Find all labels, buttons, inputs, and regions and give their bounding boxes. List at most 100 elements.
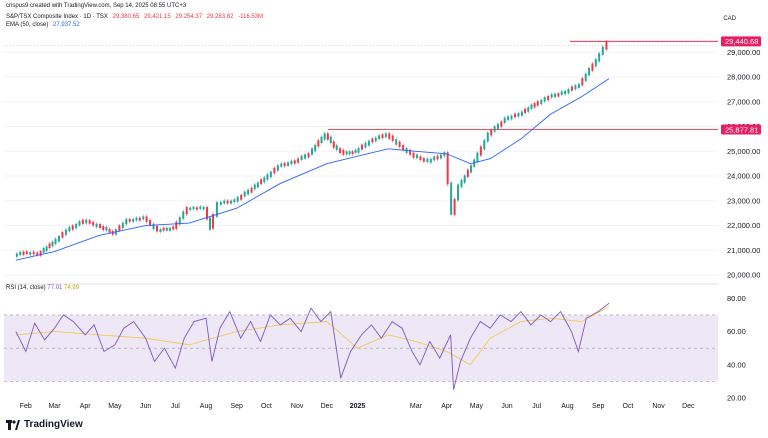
rsi-series xyxy=(15,302,610,390)
candle-body xyxy=(78,221,81,226)
candle-body xyxy=(524,108,527,114)
candle-body xyxy=(240,194,243,200)
candle-body xyxy=(374,137,377,142)
candle-body xyxy=(598,53,601,62)
candle-body xyxy=(48,243,51,248)
candle-body xyxy=(269,171,272,178)
candle-body xyxy=(361,144,363,150)
candle-body xyxy=(493,126,496,132)
price-axis[interactable]: 20,000.00 21,000.00 22,000.00 23,000.00 24,0… xyxy=(727,48,760,280)
candle-body xyxy=(490,130,493,136)
time-tick-label: Oct xyxy=(622,403,633,410)
candle-body xyxy=(19,251,22,256)
candle-body xyxy=(253,184,256,190)
candle-body xyxy=(320,136,323,144)
candle-body xyxy=(189,207,192,210)
candle-body xyxy=(287,162,290,166)
candle-body xyxy=(384,133,387,138)
candle-body xyxy=(391,135,394,142)
candle-body xyxy=(233,199,236,203)
candle-body xyxy=(550,94,553,98)
candle-body xyxy=(503,117,506,124)
candle-body xyxy=(577,83,580,89)
tradingview-logo[interactable]: TradingView xyxy=(6,419,83,430)
candle-body xyxy=(470,165,473,173)
candle-body xyxy=(266,174,269,180)
attribution-text: crispus9 created with TradingView.com, S… xyxy=(6,3,187,9)
candle-body xyxy=(185,207,188,215)
currency-label: CAD xyxy=(723,16,736,22)
candle-body xyxy=(208,217,211,230)
time-tick-label: Nov xyxy=(652,403,665,410)
price-tags: 29,440.68 25,877.81 xyxy=(721,36,761,135)
candle-body xyxy=(54,238,57,245)
candle-body xyxy=(85,219,88,224)
price-change: -116.53M xyxy=(238,14,264,20)
candle-body xyxy=(75,223,78,229)
candle-body xyxy=(128,218,131,222)
rsi-tick-label: 60.00 xyxy=(727,327,746,336)
candle-body xyxy=(125,218,128,225)
time-tick-label: Jun xyxy=(140,403,151,410)
time-tick-label: Dec xyxy=(321,403,334,410)
candle-body xyxy=(168,227,171,231)
candle-body xyxy=(409,149,412,155)
price-tag-box xyxy=(721,36,761,47)
candle-body xyxy=(300,155,303,160)
ema-label: EMA (50, close) xyxy=(6,22,49,28)
candle-body xyxy=(211,213,214,229)
price-series xyxy=(15,39,608,259)
time-tick-label: Oct xyxy=(261,403,272,410)
candle-body xyxy=(457,184,460,201)
time-tick-label: Dec xyxy=(682,403,695,410)
price-tick-label: 27,000.00 xyxy=(727,97,760,106)
ohlc-open: 29,380.65 xyxy=(112,14,140,20)
candle-body xyxy=(395,139,398,145)
candle-body xyxy=(483,140,486,150)
candle-body xyxy=(570,86,573,91)
candle-body xyxy=(446,152,449,185)
rsi-label: RSI (14, close) xyxy=(6,285,46,291)
candle-body xyxy=(594,59,597,67)
time-axis[interactable]: Feb Mar Apr May Jun Jul Aug Sep Oct Nov Dec 2025 Mar… xyxy=(20,403,695,410)
candle-body xyxy=(588,67,591,76)
candle-body xyxy=(486,132,489,142)
time-tick-label: Jul xyxy=(171,403,180,410)
candle-body xyxy=(290,160,293,165)
candle-body xyxy=(304,154,307,159)
candle-body xyxy=(105,226,108,231)
candle-body xyxy=(605,41,608,50)
candle-body xyxy=(135,217,138,221)
time-tick-label: Sep xyxy=(592,403,605,410)
candle-body xyxy=(250,187,253,193)
candle-body xyxy=(507,116,510,121)
candle-body xyxy=(581,78,584,86)
price-tick-label: 24,000.00 xyxy=(727,172,760,181)
candle-body xyxy=(29,252,32,255)
rsi-axis[interactable]: 20.00 40.00 60.00 80.00 xyxy=(727,294,746,403)
price-tick-label: 23,000.00 xyxy=(727,196,760,205)
price-tag-label: 29,440.68 xyxy=(725,37,758,46)
price-legend: S&P/TSX Composite Index · 1D · TSX 29,38… xyxy=(6,14,266,20)
candle-body xyxy=(433,156,436,161)
candle-body xyxy=(195,207,198,210)
time-tick-label: Nov xyxy=(291,403,304,410)
candle-body xyxy=(32,251,35,255)
candle-body xyxy=(371,138,374,143)
rsi-legend: RSI (14, close) 77.01 74.99 xyxy=(6,285,79,291)
candle-body xyxy=(543,97,546,102)
candle-body xyxy=(178,217,181,225)
time-tick-label: May xyxy=(470,403,484,410)
candle-body xyxy=(466,169,469,177)
candle-body xyxy=(567,89,570,94)
candle-body xyxy=(351,151,354,155)
candle-body xyxy=(159,229,162,232)
candle-body xyxy=(357,147,360,153)
time-tick-label: Mar xyxy=(410,403,423,410)
candle-body xyxy=(202,207,205,210)
symbol-name: S&P/TSX Composite Index · 1D · TSX xyxy=(6,14,108,20)
time-tick-label: Mar xyxy=(48,403,61,410)
price-tag-label: 25,877.81 xyxy=(725,125,758,134)
candle-body xyxy=(310,148,313,155)
